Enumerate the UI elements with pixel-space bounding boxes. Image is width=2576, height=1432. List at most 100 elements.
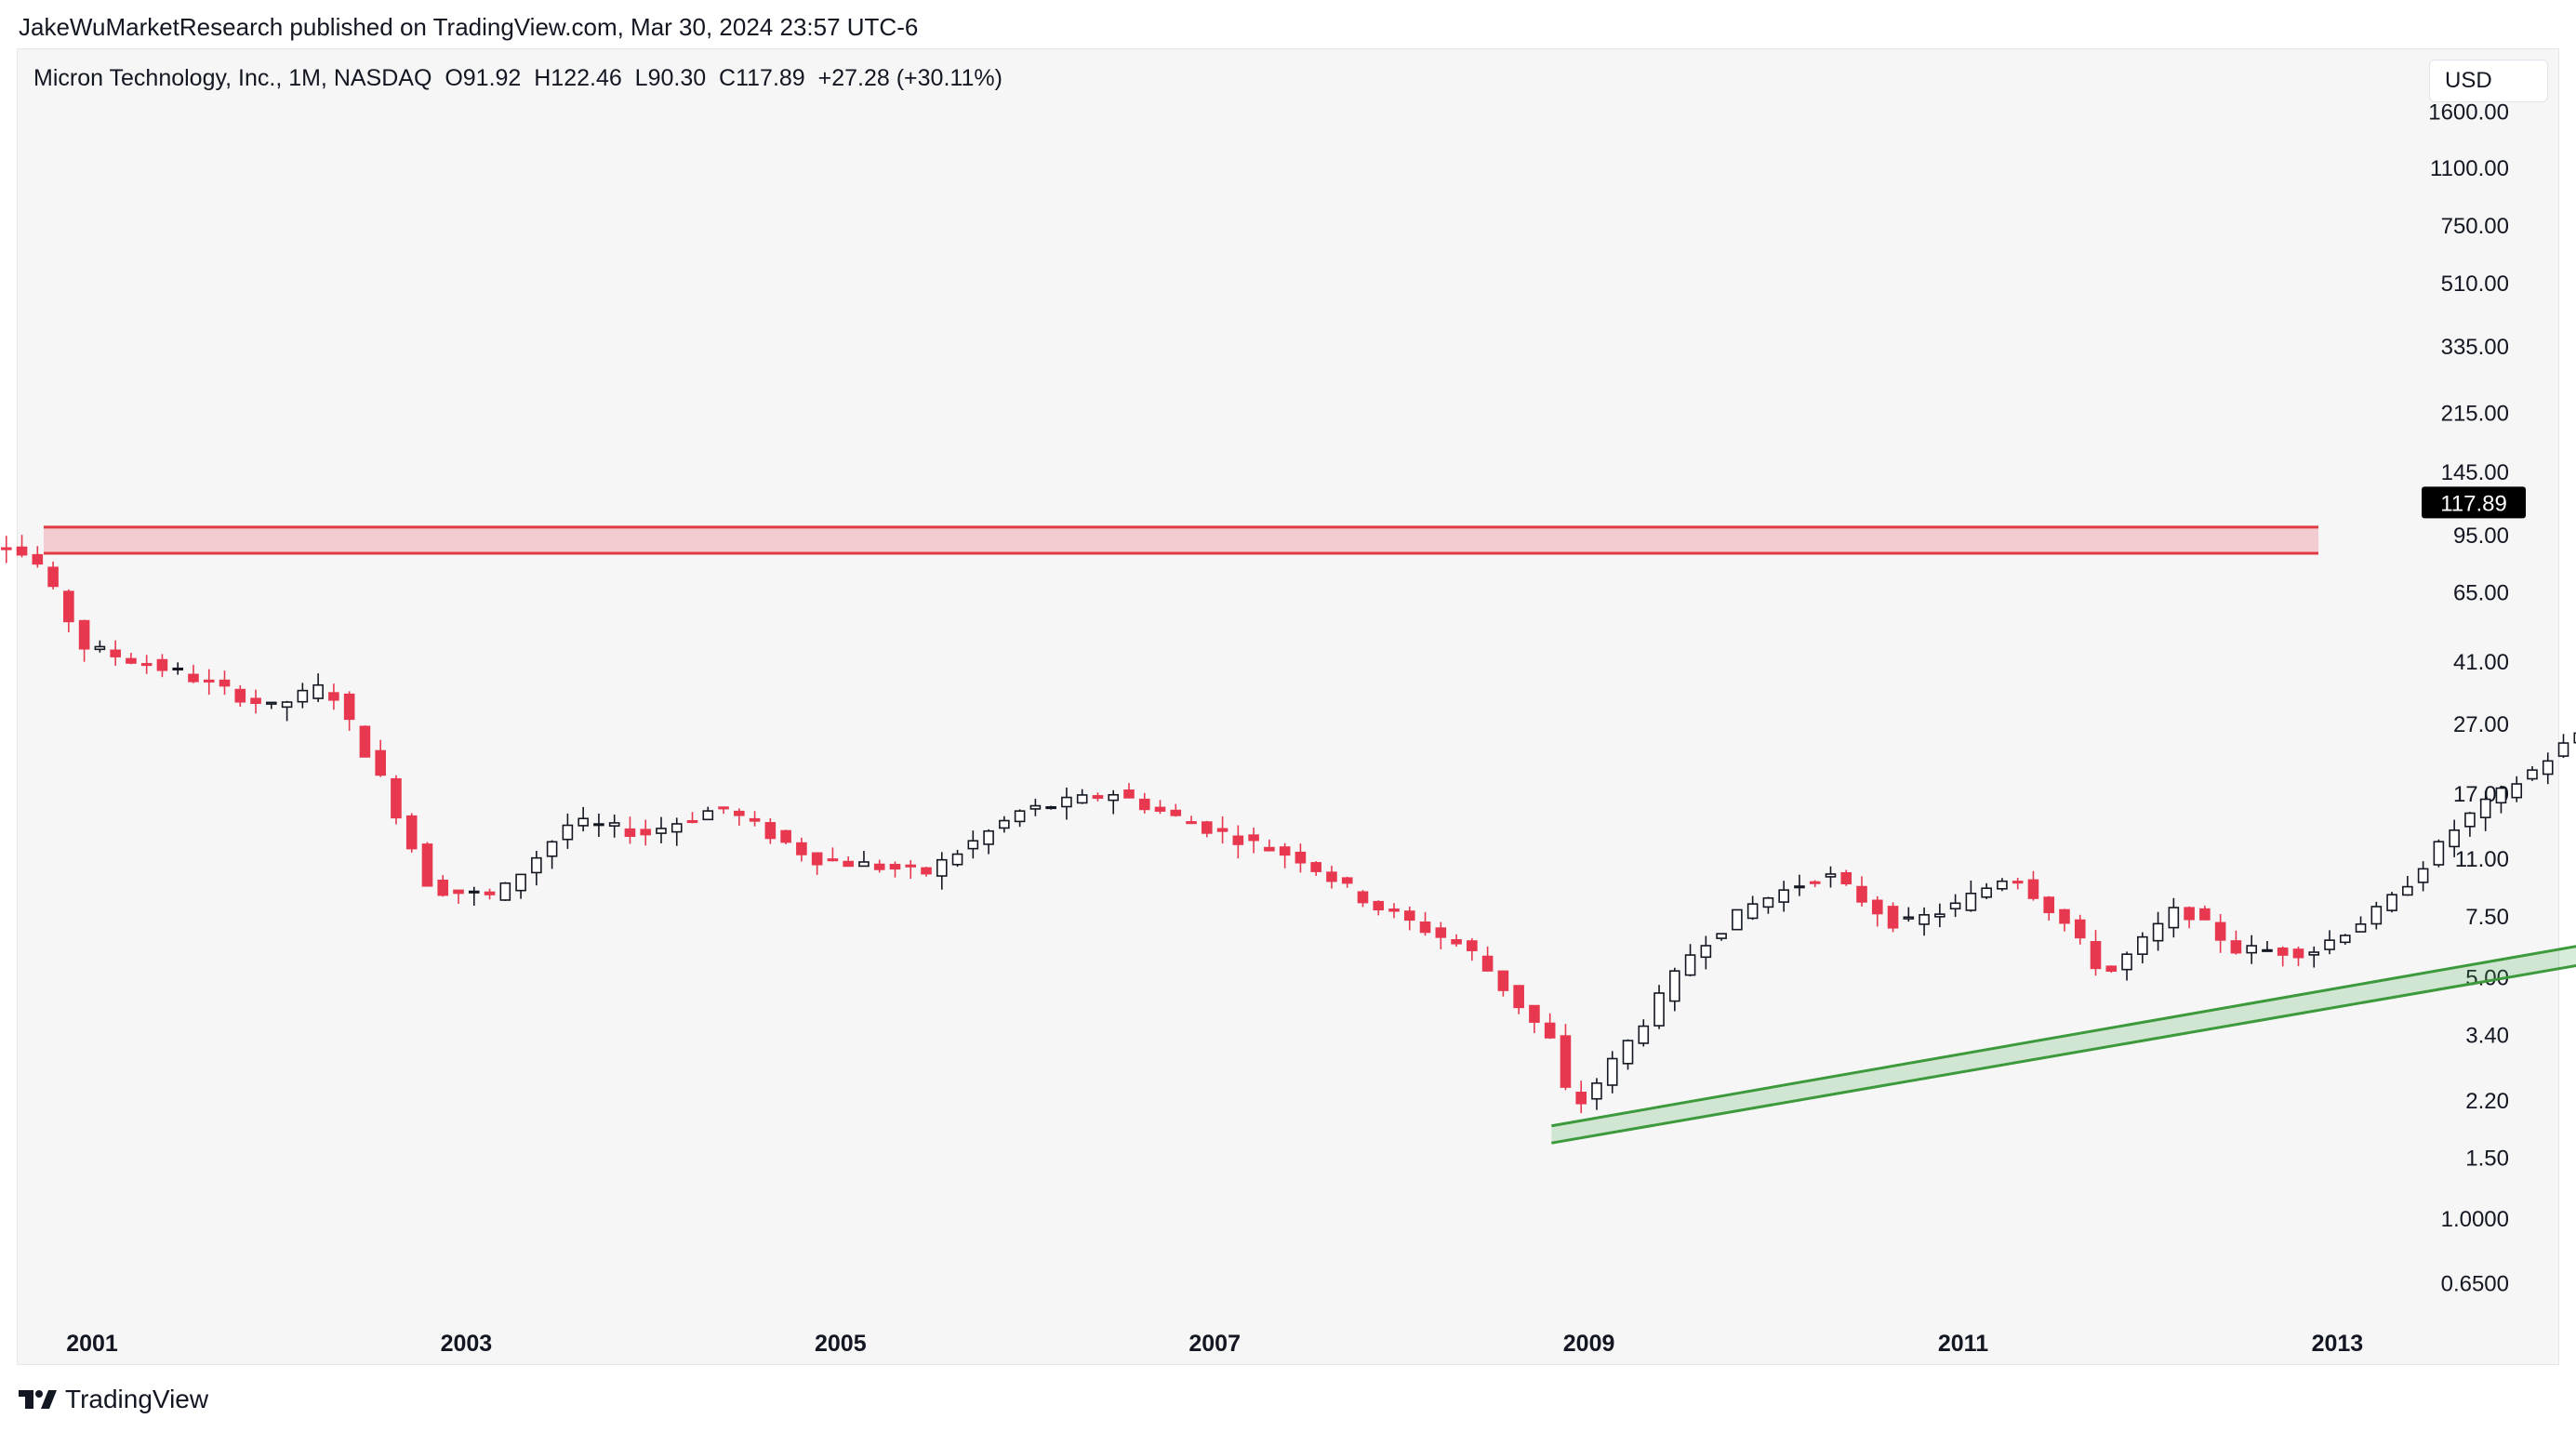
y-axis-label: 7.50: [2465, 905, 2509, 930]
candle: [1794, 874, 1805, 896]
candle: [63, 589, 74, 633]
candle: [1997, 878, 2008, 892]
candle: [951, 849, 963, 868]
candle: [94, 640, 106, 653]
legend-open: O91.92: [445, 65, 522, 91]
support-channel-lower: [1551, 964, 2576, 1145]
y-axis-label: 11.00: [2455, 847, 2509, 872]
tradingview-brand[interactable]: TradingView: [19, 1385, 208, 1414]
candle: [1638, 1019, 1650, 1047]
candle: [1138, 792, 1150, 814]
candle: [1014, 809, 1026, 828]
candle: [1981, 882, 1992, 899]
y-axis-label: 750.00: [2441, 214, 2509, 239]
candle: [1232, 825, 1244, 859]
candle: [889, 861, 901, 878]
candle: [1279, 842, 1291, 868]
candle: [1373, 900, 1385, 916]
candle: [2074, 914, 2086, 945]
candle: [266, 701, 277, 709]
candle: [2059, 908, 2070, 932]
candle: [0, 536, 12, 564]
x-axis-label: 2013: [2312, 1331, 2364, 1357]
y-axis-label: 335.00: [2441, 335, 2509, 360]
candle: [2246, 935, 2257, 964]
resistance-zone-fill: [44, 526, 2318, 554]
candle: [2105, 965, 2118, 974]
candle: [2137, 932, 2148, 963]
x-axis-label: 2007: [1188, 1331, 1241, 1357]
candle: [2495, 785, 2507, 814]
candle: [1403, 906, 1415, 931]
candle: [749, 811, 761, 827]
candle: [1216, 815, 1228, 844]
candle: [2277, 946, 2289, 967]
y-axis-label: 0.6500: [2441, 1272, 2509, 1297]
candle: [156, 654, 168, 678]
candle: [1186, 815, 1197, 825]
candle: [297, 683, 309, 709]
candle: [608, 814, 620, 838]
candle: [873, 859, 885, 873]
x-axis-label: 2011: [1938, 1331, 1988, 1357]
y-axis-label: 145.00: [2441, 460, 2509, 485]
legend-low: L90.30: [634, 65, 707, 91]
candle: [1746, 895, 1759, 921]
candle: [1295, 843, 1307, 873]
y-axis-label: 3.40: [2465, 1024, 2509, 1049]
candle: [2292, 947, 2304, 966]
candle: [47, 561, 59, 590]
candle: [734, 808, 745, 826]
candle: [2230, 930, 2242, 955]
candle: [234, 684, 246, 708]
candle: [203, 669, 215, 696]
support-channel-fill: [1551, 946, 2576, 1144]
candle: [1575, 1081, 1587, 1114]
candle: [671, 817, 683, 846]
candle: [140, 655, 153, 674]
candle: [2527, 765, 2538, 781]
candle: [2168, 897, 2180, 938]
candle: [686, 812, 698, 824]
chart-pane[interactable]: [17, 48, 2559, 1365]
y-axis-label: 41.00: [2453, 650, 2509, 675]
candle: [359, 725, 371, 758]
candle: [1560, 1024, 1572, 1091]
candle: [2479, 790, 2491, 831]
candle: [1341, 876, 1353, 888]
candle: [2433, 839, 2445, 868]
y-axis-label: 1.50: [2465, 1147, 2509, 1172]
candle: [764, 817, 777, 844]
legend-close: C117.89: [719, 65, 805, 91]
candle: [827, 847, 839, 862]
candle: [2214, 913, 2226, 953]
y-axis-label: 1100.00: [2430, 156, 2509, 181]
candle: [1887, 902, 1899, 933]
candle: [126, 653, 137, 665]
candle: [1045, 805, 1056, 810]
publisher-line: JakeWuMarketResearch published on Tradin…: [19, 13, 919, 41]
candle: [1684, 944, 1696, 976]
candle: [2355, 916, 2367, 933]
candle: [1871, 895, 1883, 927]
candle: [2090, 930, 2102, 976]
candle: [578, 806, 589, 832]
candle: [2027, 870, 2039, 901]
candle: [1419, 911, 1431, 936]
candle: [2324, 930, 2335, 955]
candle: [1154, 800, 1166, 815]
candle: [1544, 1013, 1556, 1040]
currency-button[interactable]: USD: [2429, 60, 2548, 102]
candle: [2043, 895, 2055, 922]
candle: [1856, 876, 1867, 907]
y-axis-label: 510.00: [2441, 272, 2509, 297]
candle: [421, 842, 433, 887]
x-axis-label: 2003: [441, 1331, 493, 1357]
candle: [1934, 903, 1945, 928]
candle: [499, 882, 511, 901]
x-axis-label: 2005: [815, 1331, 867, 1357]
candle: [78, 619, 90, 662]
candle: [1061, 787, 1072, 820]
candle: [983, 829, 994, 855]
